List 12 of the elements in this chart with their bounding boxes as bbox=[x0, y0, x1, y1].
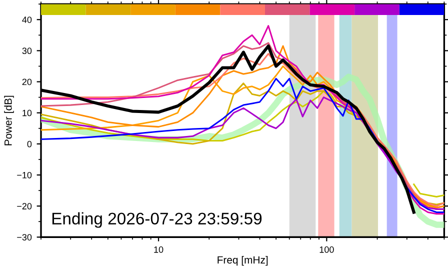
annotation: Ending 2026-07-23 23:59:59 bbox=[52, 212, 262, 228]
y-tick-label: 20 bbox=[22, 78, 32, 86]
y-tick-label: −30 bbox=[17, 234, 32, 240]
y-tick-label: 30 bbox=[22, 48, 32, 54]
x-axis-title: Freq [mHz] bbox=[218, 256, 268, 266]
y-tick-label: −20 bbox=[17, 203, 32, 210]
y-axis-title: Power [dB] bbox=[4, 96, 14, 146]
x-tick-label: 100 bbox=[320, 246, 334, 253]
y-tick-label: −10 bbox=[17, 172, 32, 178]
y-tick-label: 10 bbox=[22, 110, 32, 116]
y-tick-label: 40 bbox=[22, 16, 32, 23]
y-tick-label: 0 bbox=[27, 140, 32, 148]
